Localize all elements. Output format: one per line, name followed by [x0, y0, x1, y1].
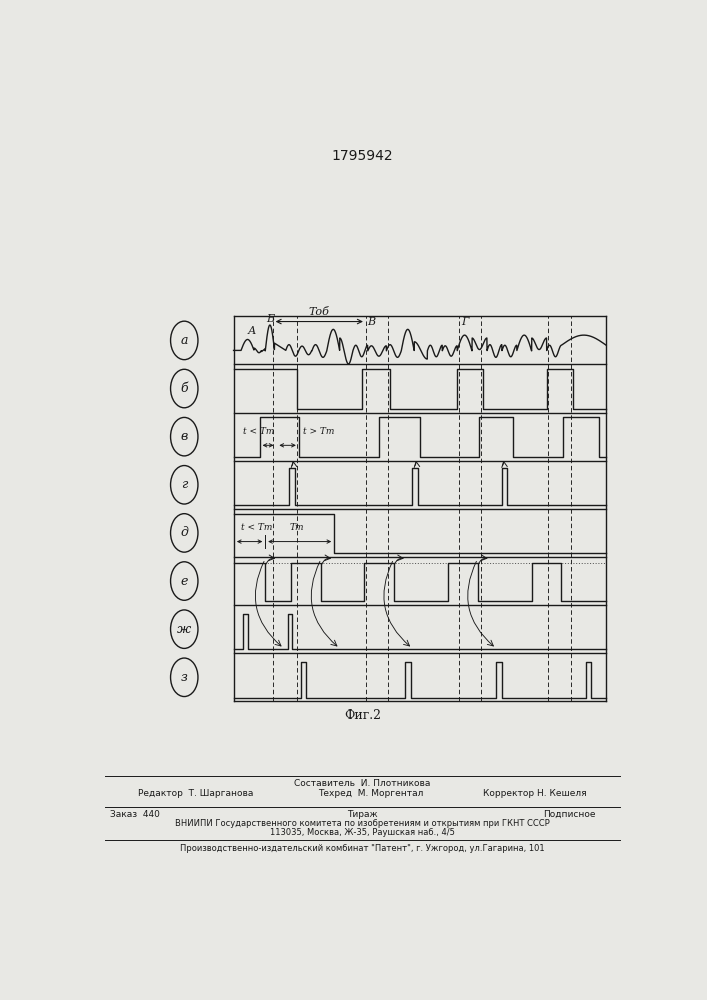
Text: Фиг.2: Фиг.2: [344, 709, 381, 722]
Text: Производственно-издательский комбинат "Патент", г. Ужгород, ул.Гагарина, 101: Производственно-издательский комбинат "П…: [180, 844, 544, 853]
Text: в: в: [180, 430, 188, 443]
Text: А: А: [248, 326, 257, 336]
Text: ж: ж: [177, 623, 192, 636]
Text: е: е: [180, 575, 188, 588]
Text: Заказ  440: Заказ 440: [110, 810, 160, 819]
Text: Тт: Тт: [289, 523, 304, 532]
Text: t < Тт: t < Тт: [241, 523, 272, 532]
Text: 113035, Москва, Ж-35, Раушская наб., 4/5: 113035, Москва, Ж-35, Раушская наб., 4/5: [270, 828, 455, 837]
Text: ВНИИПИ Государственного комитета по изобретениям и открытиям при ГКНТ СССР: ВНИИПИ Государственного комитета по изоб…: [175, 819, 550, 828]
Text: а: а: [180, 334, 188, 347]
Text: Подписное: Подписное: [543, 810, 596, 819]
Text: t < Тт: t < Тт: [243, 427, 274, 436]
Text: з: з: [181, 671, 187, 684]
Text: Б: Б: [266, 314, 274, 324]
Text: г: г: [181, 478, 187, 491]
Text: Тираж: Тираж: [347, 810, 378, 819]
Text: Тоб: Тоб: [309, 307, 329, 317]
Text: 1795942: 1795942: [332, 149, 393, 163]
Text: Составитель  И. Плотникова: Составитель И. Плотникова: [294, 779, 431, 788]
Text: Редактор  Т. Шарганова: Редактор Т. Шарганова: [138, 789, 253, 798]
Text: Г: Г: [461, 317, 468, 327]
Text: Корректор Н. Кешеля: Корректор Н. Кешеля: [483, 789, 587, 798]
Text: б: б: [180, 382, 188, 395]
Text: д: д: [180, 526, 188, 539]
Text: В: В: [367, 317, 375, 327]
Text: Техред  М. Моргентал: Техред М. Моргентал: [319, 789, 424, 798]
Text: t > Тт: t > Тт: [303, 427, 334, 436]
